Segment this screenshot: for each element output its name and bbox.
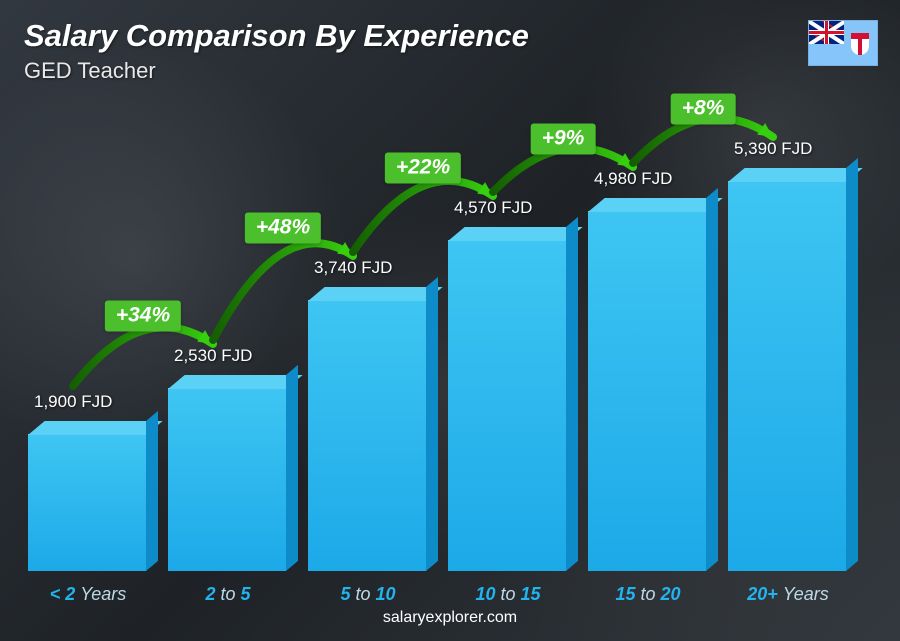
- chart-title: Salary Comparison By Experience: [24, 18, 529, 54]
- x-axis-label: < 2 Years: [18, 584, 158, 605]
- x-axis-label: 2 to 5: [158, 584, 298, 605]
- x-axis-label: 10 to 15: [438, 584, 578, 605]
- percent-increase-badge: +8%: [671, 94, 736, 125]
- x-axis-label: 20+ Years: [718, 584, 858, 605]
- x-axis-label: 15 to 20: [578, 584, 718, 605]
- increase-arrow: [28, 111, 860, 571]
- chart-container: Salary Comparison By Experience GED Teac…: [0, 0, 900, 641]
- x-axis-label: 5 to 10: [298, 584, 438, 605]
- chart-subtitle: GED Teacher: [24, 58, 156, 84]
- source-footer: salaryexplorer.com: [0, 609, 900, 627]
- bar-chart: 1,900 FJD< 2 Years2,530 FJD2 to 53,740 F…: [28, 111, 860, 571]
- country-flag-fiji: [808, 20, 878, 66]
